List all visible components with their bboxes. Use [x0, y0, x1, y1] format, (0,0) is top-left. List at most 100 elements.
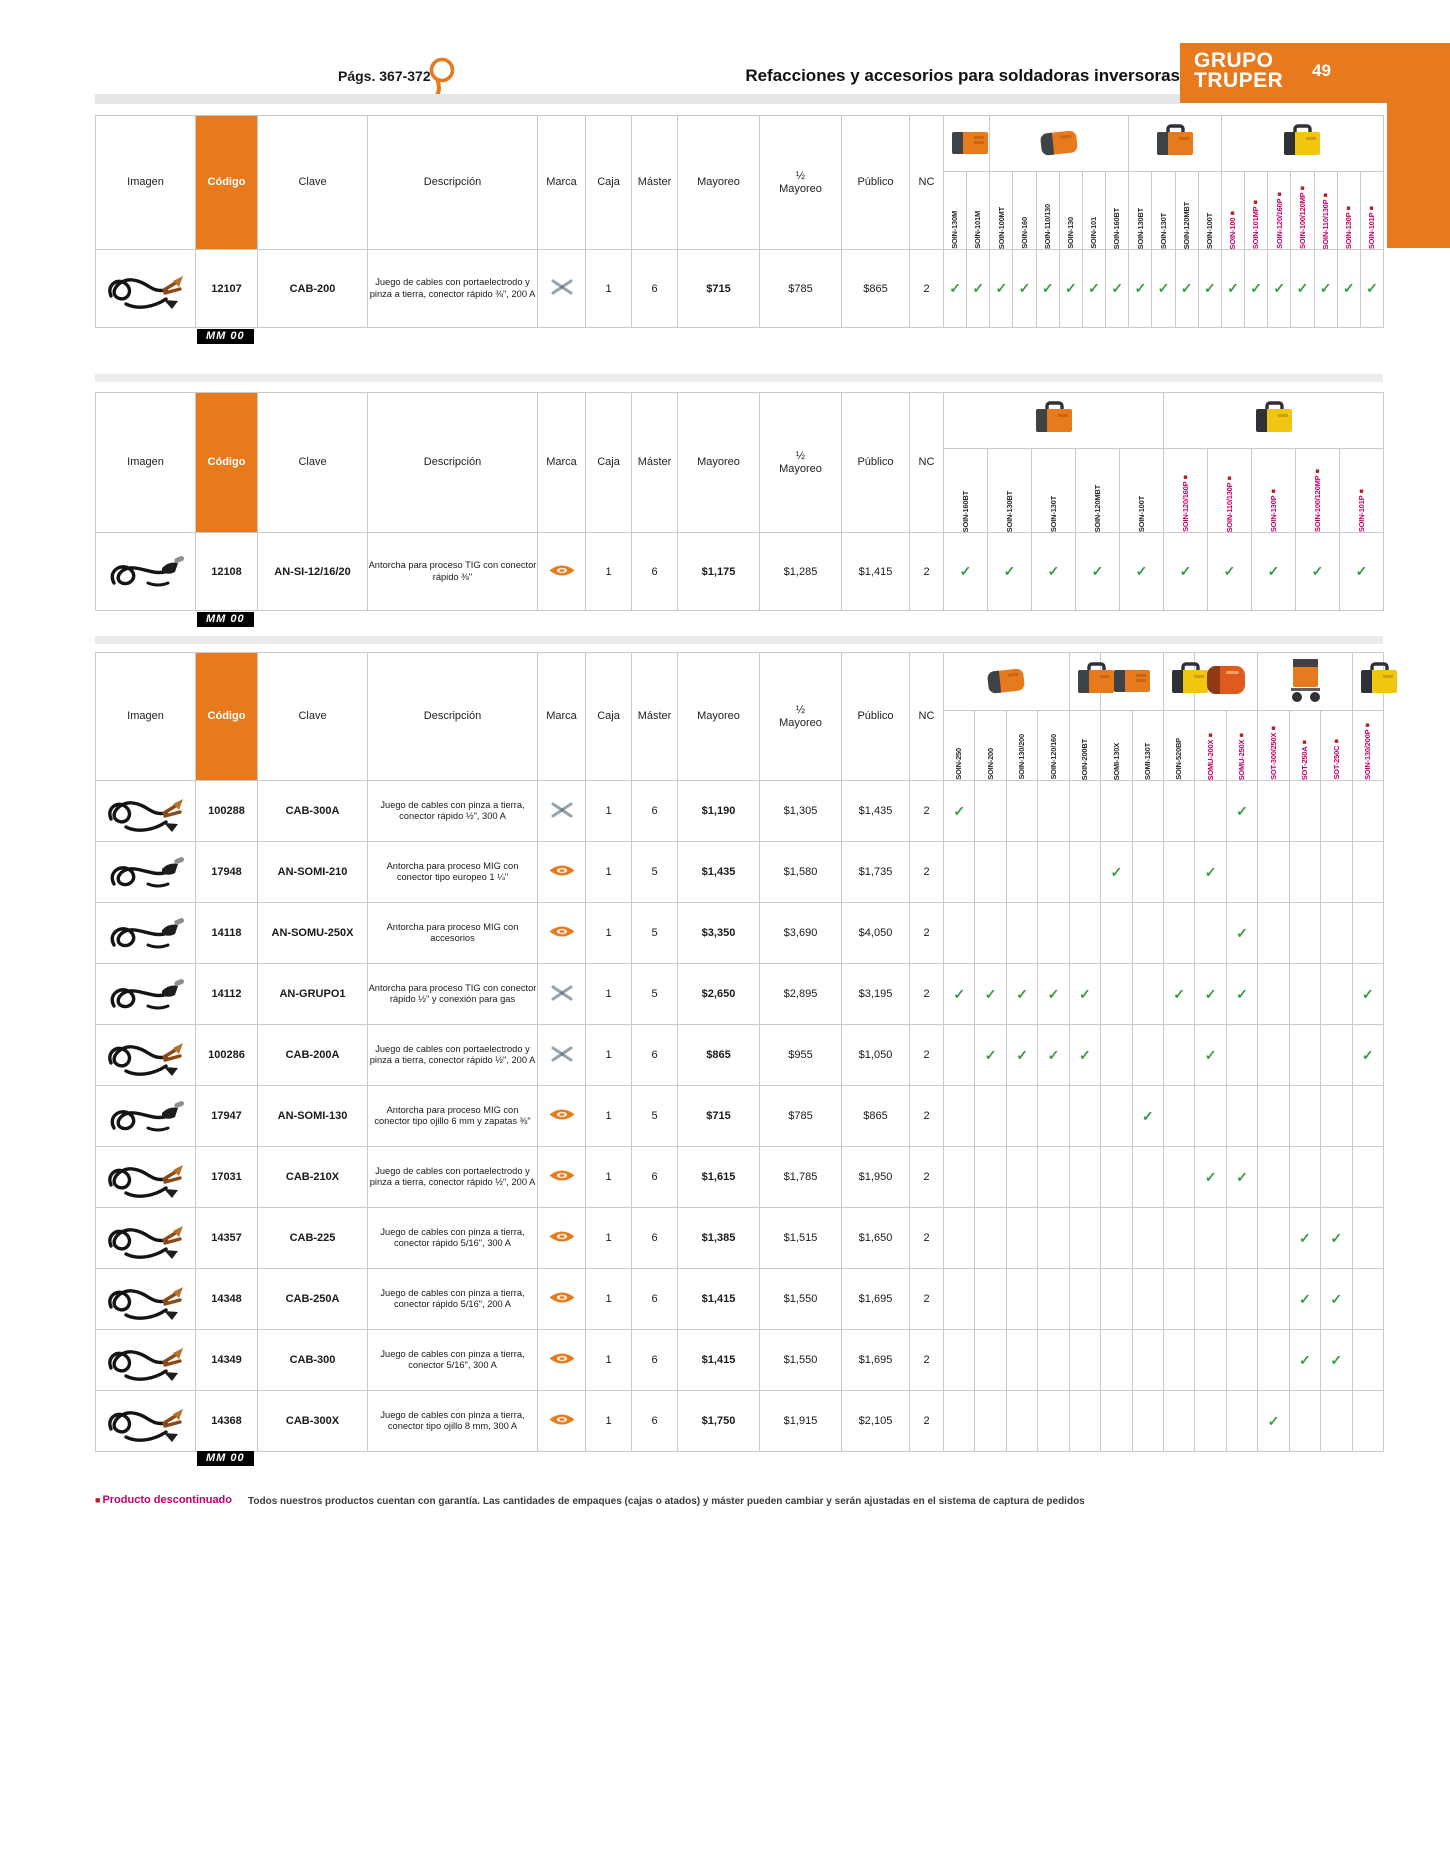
model-column-soin-130p: SOIN-130P ■ [1336, 171, 1361, 250]
master-qty: 6 [631, 1390, 678, 1452]
compat-check-icon: ✓ [942, 780, 976, 842]
compat-check-icon: ✓ [1359, 249, 1385, 328]
model-column-soin-100t: SOIN-100T [1197, 171, 1222, 250]
compat-check-icon: ✓ [1037, 1024, 1070, 1086]
price-publico: $1,950 [841, 1146, 910, 1208]
compat-check-icon: ✓ [1081, 249, 1107, 328]
column-header-mayoreo: Mayoreo [677, 392, 760, 533]
compat-empty [1162, 1268, 1196, 1330]
price-publico: $1,435 [841, 780, 910, 842]
product-row-12108: 12108 AN-SI-12/16/20 Antorcha para proceso… [95, 532, 1385, 611]
product-codigo: 100286 [195, 1024, 258, 1086]
compat-check-icon: ✓ [1005, 1024, 1039, 1086]
product-clave: AN-GRUPO1 [257, 963, 368, 1025]
price-half-mayoreo: $1,550 [759, 1329, 842, 1391]
discontinued-square-icon: ■ [1229, 208, 1237, 216]
catalog-table-1: Imagen Código Clave Descripción Marca Caja Más… [95, 115, 1385, 344]
price-half-mayoreo: $785 [759, 1085, 842, 1147]
product-image [95, 1146, 196, 1208]
brand-logo-block: GRUPO TRUPER 49 [1180, 43, 1450, 103]
price-publico: $1,695 [841, 1329, 910, 1391]
compat-empty [1320, 963, 1353, 1025]
master-qty: 6 [631, 1329, 678, 1391]
product-clave: CAB-200A [257, 1024, 368, 1086]
inv-flat-welder-image [942, 115, 991, 172]
compat-check-icon: ✓ [1244, 249, 1269, 328]
compat-empty [1100, 1146, 1133, 1208]
compat-empty [1257, 1146, 1290, 1208]
caja-qty: 1 [585, 1085, 632, 1147]
compat-empty [1005, 841, 1039, 903]
compat-empty [1131, 1329, 1164, 1391]
caja-qty: 1 [585, 780, 632, 842]
inv-round-welder-image [989, 115, 1130, 172]
product-image [95, 1329, 196, 1391]
price-publico: $1,735 [841, 841, 910, 903]
compat-empty [1351, 1207, 1384, 1269]
compat-check-icon: ✓ [1320, 1329, 1353, 1391]
column-header-clave: Clave [257, 652, 368, 781]
compat-empty [1194, 1268, 1227, 1330]
compat-check-icon: ✓ [1131, 1085, 1164, 1147]
compat-empty [974, 1085, 1007, 1147]
compat-empty [1194, 1207, 1227, 1269]
compat-empty [1351, 780, 1384, 842]
discontinued-legend: ■ Producto descontinuado [95, 1494, 232, 1506]
product-descripcion: Juego de cables con portaelectrodo y pin… [367, 249, 538, 328]
price-half-mayoreo: $955 [759, 1024, 842, 1086]
compat-empty [1162, 1390, 1196, 1452]
product-row-14349: 14349 CAB-300 Juego de cables con pinza a … [95, 1329, 1384, 1391]
compat-empty [942, 1207, 976, 1269]
product-row-17031: 17031 CAB-210X Juego de cables con portael… [95, 1146, 1384, 1208]
product-clave: AN-SOMU-250X [257, 902, 368, 964]
compat-empty [974, 1146, 1007, 1208]
product-image [95, 249, 196, 328]
compat-empty [1225, 841, 1259, 903]
product-codigo: 12108 [195, 532, 258, 611]
compat-empty [942, 1085, 976, 1147]
compat-empty [1257, 1268, 1290, 1330]
compat-empty [1288, 1146, 1322, 1208]
brand-orange-icon [537, 1085, 586, 1147]
master-qty: 6 [631, 1024, 678, 1086]
discontinued-label: Producto descontinuado [102, 1494, 232, 1506]
column-header-descripci-n: Descripción [367, 392, 538, 533]
compat-empty [1131, 1146, 1164, 1208]
product-descripcion: Juego de cables con pinza a tierra, cone… [367, 1207, 538, 1269]
compat-check-icon: ✓ [974, 963, 1007, 1025]
master-qty: 6 [631, 532, 678, 611]
compat-check-icon: ✓ [1257, 1390, 1290, 1452]
product-row-17947: 17947 AN-SOMI-130 Antorcha para proceso MI… [95, 1085, 1384, 1147]
compat-empty [1194, 780, 1227, 842]
compat-empty [1068, 1329, 1102, 1391]
compat-empty [1257, 1024, 1290, 1086]
compat-empty [1351, 1268, 1384, 1330]
caja-qty: 1 [585, 841, 632, 903]
compat-check-icon: ✓ [1105, 249, 1130, 328]
inv-yellow-welder-image [1163, 392, 1385, 449]
product-descripcion: Juego de cables con pinza a tierra, cone… [367, 1268, 538, 1330]
brand-orange-icon [537, 902, 586, 964]
compat-check-icon: ✓ [987, 532, 1032, 611]
compat-check-icon: ✓ [1225, 902, 1259, 964]
product-image [95, 963, 196, 1025]
discontinued-square-icon: ■ [1357, 486, 1365, 494]
column-header-c-digo: Código [195, 392, 258, 533]
compat-check-icon: ✓ [1194, 841, 1227, 903]
compat-check-icon: ✓ [989, 249, 1014, 328]
nc-value: 2 [909, 532, 944, 611]
product-row-14348: 14348 CAB-250A Juego de cables con pinza a… [95, 1268, 1384, 1330]
column-header-mayoreo: Mayoreo [677, 652, 760, 781]
brand-gray-icon [537, 780, 586, 842]
product-descripcion: Antorcha para proceso TIG con conector r… [367, 963, 538, 1025]
product-codigo: 14348 [195, 1268, 258, 1330]
product-clave: CAB-210X [257, 1146, 368, 1208]
nc-value: 2 [909, 1085, 944, 1147]
master-qty: 5 [631, 1085, 678, 1147]
compat-empty [1131, 1024, 1164, 1086]
compat-empty [1320, 1390, 1353, 1452]
nc-value: 2 [909, 1268, 944, 1330]
compat-empty [1100, 1329, 1133, 1391]
compat-empty [1257, 780, 1290, 842]
caja-qty: 1 [585, 1390, 632, 1452]
